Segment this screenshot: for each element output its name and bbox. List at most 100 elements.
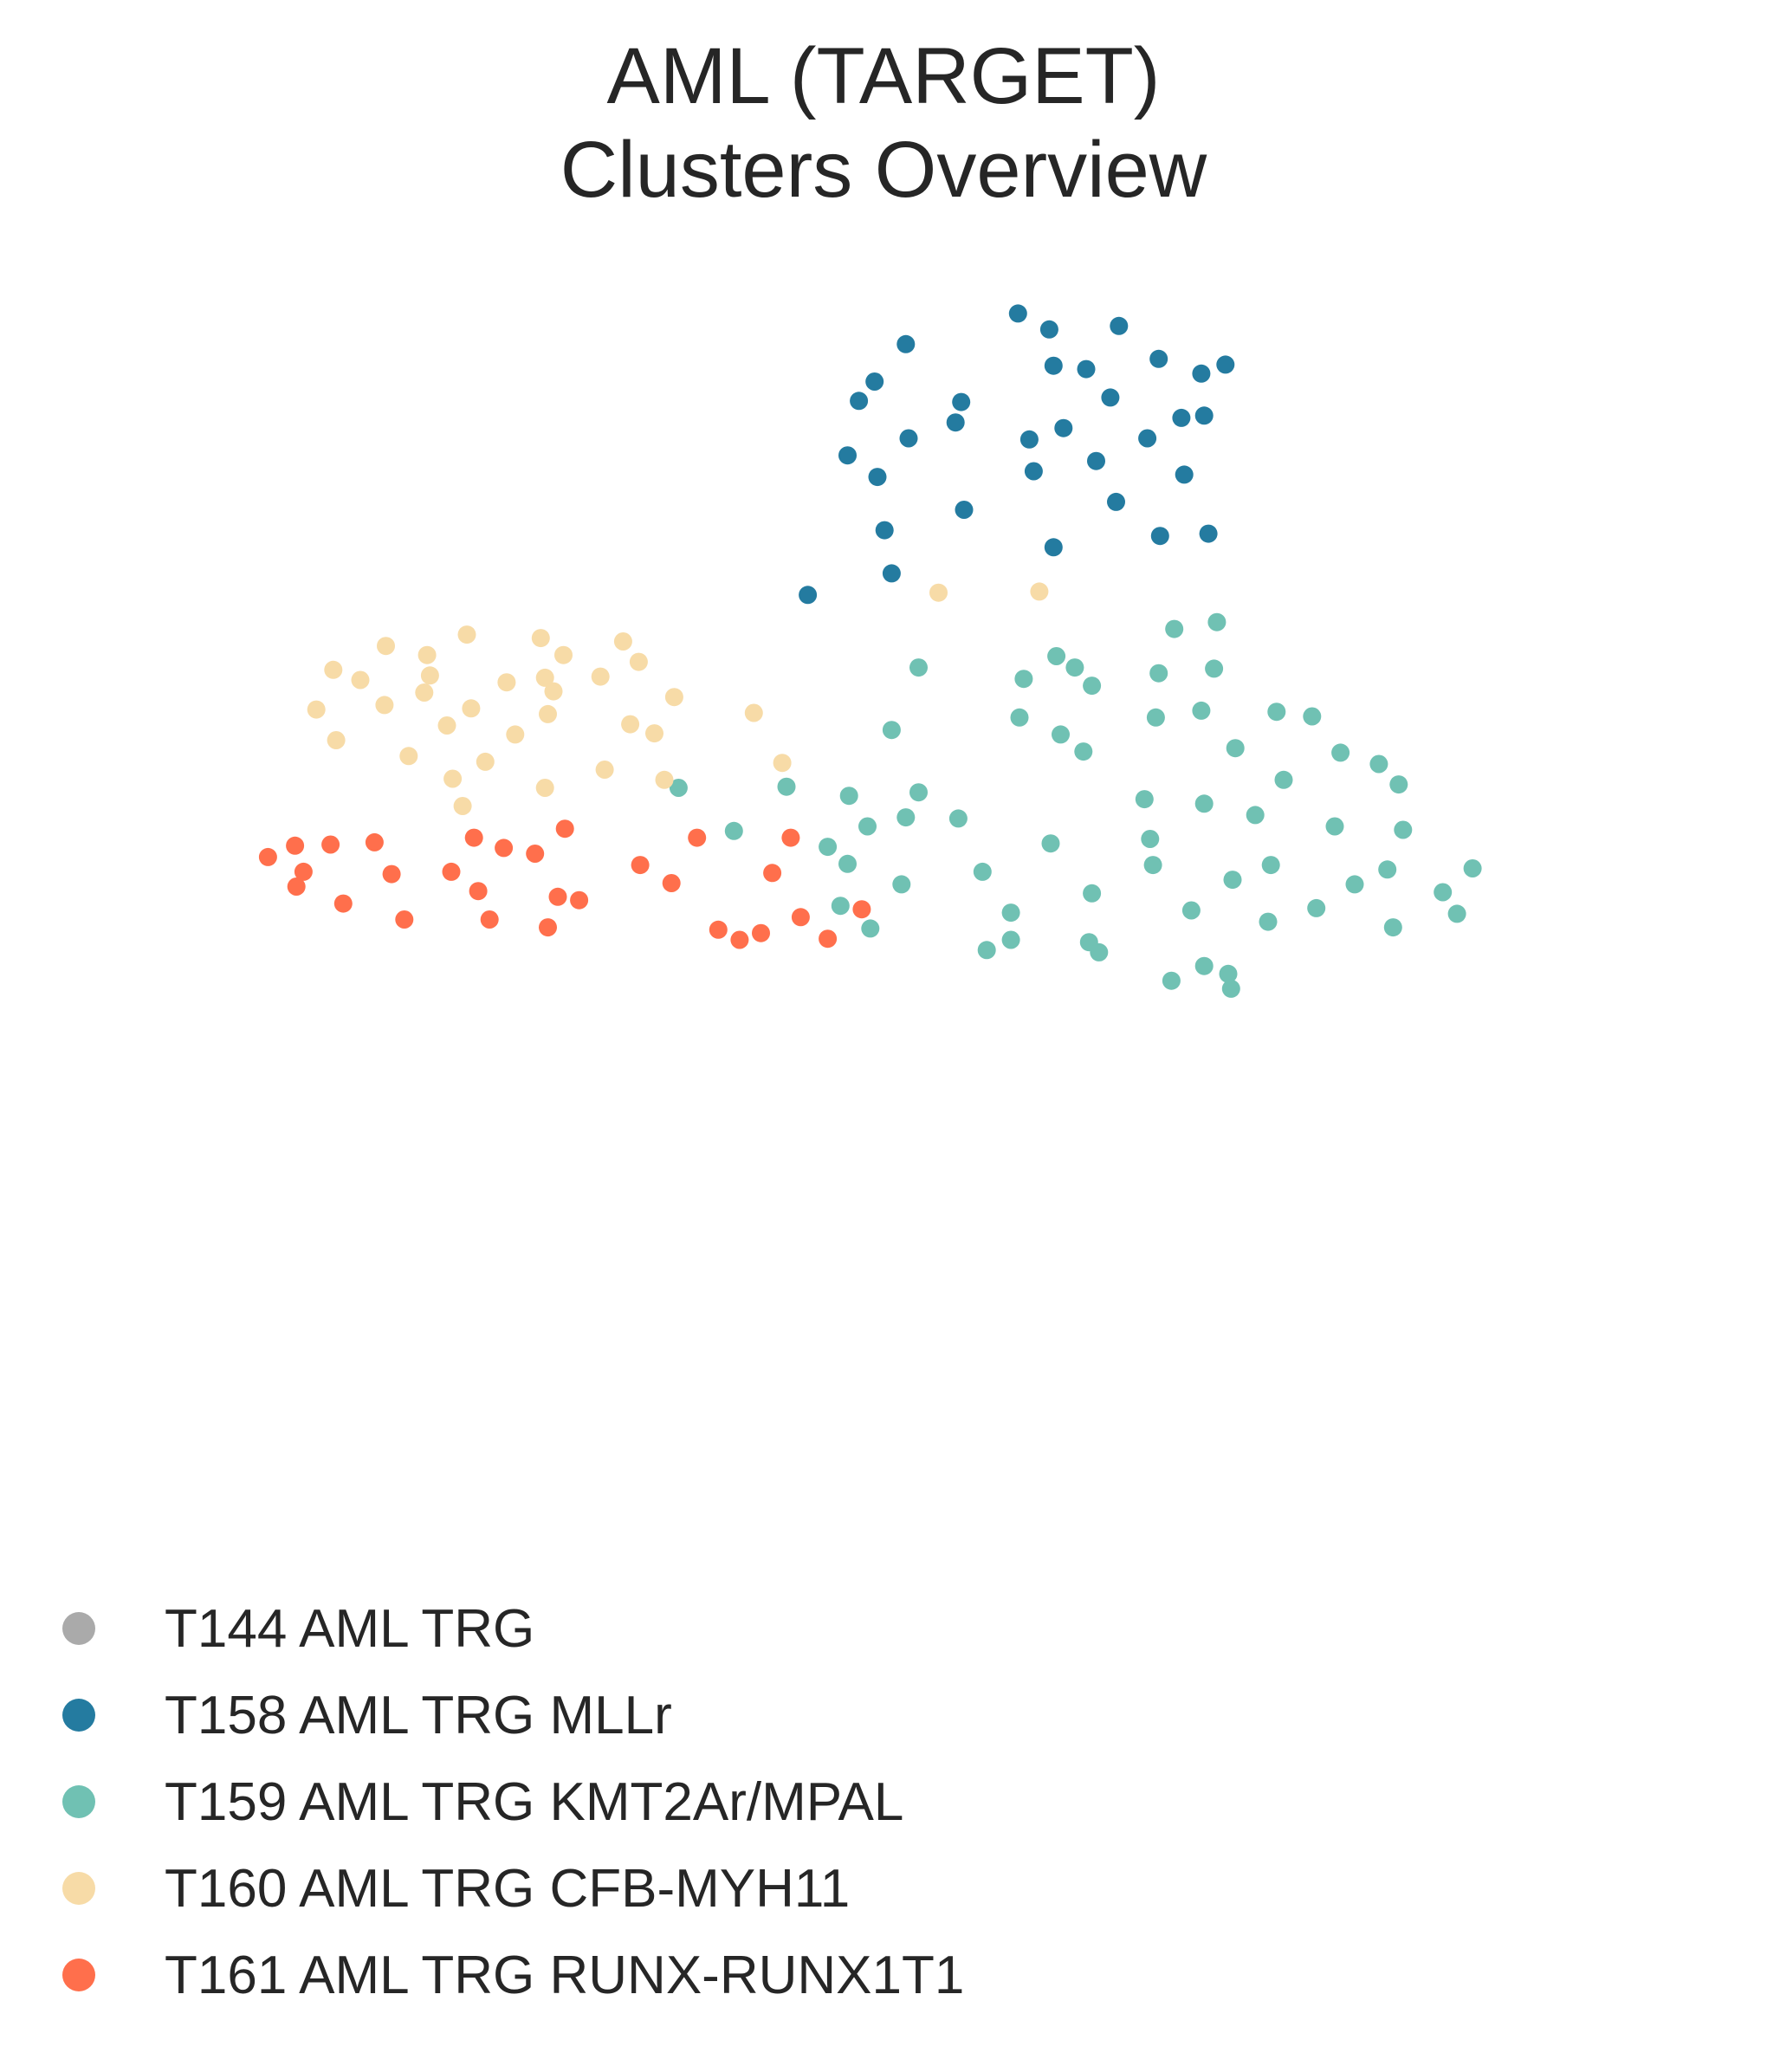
data-point — [480, 910, 499, 929]
data-point — [1138, 429, 1157, 448]
legend-marker — [62, 1959, 95, 1991]
data-point — [324, 660, 343, 679]
data-point — [497, 673, 516, 692]
data-point — [1325, 817, 1344, 836]
data-point — [1223, 871, 1242, 890]
chart-subtitle: Clusters Overview — [560, 126, 1207, 214]
data-point — [1389, 775, 1408, 794]
data-point — [1162, 971, 1181, 990]
data-point — [1345, 875, 1364, 894]
data-point — [1172, 408, 1191, 427]
data-point — [555, 819, 574, 839]
data-point — [645, 724, 663, 743]
data-point — [629, 652, 648, 671]
data-point — [799, 586, 818, 605]
data-point — [531, 629, 550, 648]
data-point — [791, 908, 810, 927]
data-point — [399, 747, 418, 766]
data-point — [395, 910, 414, 929]
data-point — [1107, 492, 1125, 511]
data-point — [875, 521, 894, 540]
data-point — [476, 752, 495, 771]
legend-label: T144 AML TRG — [165, 1598, 535, 1659]
data-point — [1226, 739, 1245, 758]
data-point — [442, 862, 461, 881]
data-point — [1143, 856, 1162, 875]
data-point — [744, 703, 763, 722]
data-point — [365, 832, 384, 851]
data-point — [286, 836, 305, 855]
data-point — [831, 897, 850, 916]
data-point — [709, 920, 728, 939]
data-point — [377, 637, 395, 656]
data-point — [763, 864, 782, 883]
data-point — [1394, 820, 1413, 839]
data-point — [896, 334, 916, 353]
data-point — [688, 828, 707, 847]
legend-marker — [62, 1699, 95, 1732]
data-point — [777, 777, 796, 796]
legend-label: T158 AML TRG MLLr — [165, 1685, 672, 1745]
data-point — [1077, 359, 1096, 379]
data-point — [1221, 979, 1240, 998]
data-point — [595, 761, 614, 779]
data-point — [464, 828, 483, 847]
data-point — [526, 845, 545, 863]
data-point — [1008, 304, 1027, 323]
data-point — [819, 929, 838, 949]
data-point — [896, 808, 916, 827]
data-point — [382, 864, 401, 884]
legend-item: T159 AML TRG KMT2Ar/MPAL — [52, 1758, 964, 1845]
data-point — [1194, 406, 1214, 425]
data-point — [1044, 356, 1063, 375]
data-point — [1307, 898, 1326, 917]
series-group — [307, 582, 1049, 815]
data-point — [443, 769, 463, 788]
data-point — [1216, 355, 1235, 374]
data-point — [1054, 418, 1073, 437]
legend-item: T158 AML TRG MLLr — [52, 1672, 964, 1758]
data-point — [1101, 388, 1120, 407]
data-point — [1261, 856, 1280, 875]
data-point — [415, 683, 434, 702]
data-point — [1065, 658, 1084, 677]
data-point — [1383, 918, 1402, 937]
data-point — [613, 632, 632, 651]
data-point — [955, 501, 974, 519]
data-point — [929, 583, 948, 602]
data-point — [899, 429, 918, 448]
legend-marker — [62, 1612, 95, 1645]
data-point — [1149, 349, 1168, 368]
data-point — [1207, 612, 1227, 631]
data-point — [591, 667, 610, 686]
data-point — [1150, 527, 1169, 546]
data-point — [287, 877, 306, 896]
data-point — [1024, 462, 1043, 481]
data-point — [852, 900, 871, 919]
data-point — [1463, 859, 1482, 877]
data-point — [321, 835, 340, 854]
data-point — [548, 887, 567, 906]
data-point — [952, 392, 971, 411]
data-point — [1267, 703, 1286, 722]
legend-item: T161 AML TRG RUNX-RUNX1T1 — [52, 1932, 964, 2018]
data-point — [882, 721, 901, 740]
data-point — [909, 658, 928, 677]
data-point — [420, 666, 439, 685]
data-point — [781, 828, 800, 847]
data-point — [838, 446, 857, 465]
data-point — [1146, 708, 1165, 727]
data-point — [1041, 834, 1060, 853]
data-point — [1030, 582, 1049, 601]
data-point — [868, 468, 887, 487]
legend: T144 AML TRG T158 AML TRG MLLr T159 AML TR… — [52, 1585, 964, 2018]
data-point — [1434, 883, 1453, 902]
data-point — [839, 787, 858, 806]
data-point — [865, 372, 884, 391]
data-point — [973, 862, 992, 881]
data-point — [1192, 701, 1211, 720]
data-point — [1090, 942, 1109, 962]
data-point — [1019, 430, 1039, 449]
data-point — [655, 770, 674, 789]
data-point — [1141, 830, 1160, 848]
